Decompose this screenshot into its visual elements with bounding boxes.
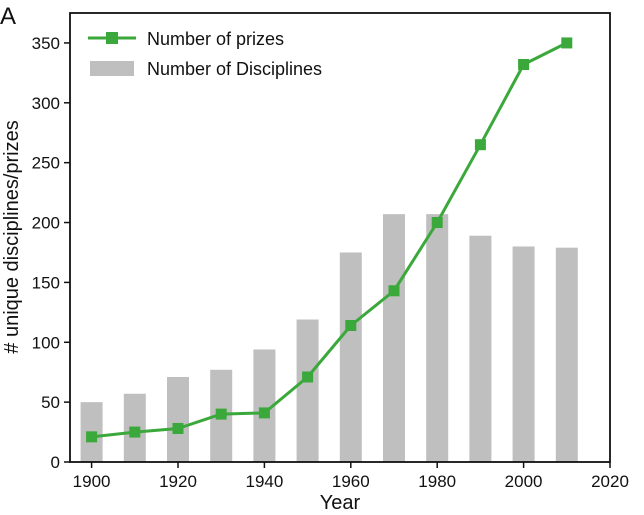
- prize-marker-2010: [561, 37, 573, 49]
- x-tick-label: 1960: [332, 472, 370, 491]
- bar-1980: [426, 214, 449, 462]
- prize-marker-1900: [86, 431, 98, 443]
- bar-1990: [469, 235, 492, 462]
- legend-bar-swatch: [90, 61, 134, 76]
- legend-label-number-of-disciplines: Number of Disciplines: [147, 59, 322, 79]
- y-tick-label: 150: [32, 273, 60, 292]
- axis-ticks: 1900 1920 1940 1960 1980 2000 2020 0 50 100 150 200…: [32, 34, 629, 491]
- legend: Number of prizes Number of Disciplines: [88, 29, 322, 79]
- x-tick-label: 1980: [418, 472, 456, 491]
- prize-marker-1930: [215, 408, 227, 420]
- prize-marker-1940: [258, 407, 270, 419]
- panel-label: A: [0, 3, 16, 30]
- bar-2000: [512, 246, 535, 462]
- prize-marker-1950: [302, 371, 314, 383]
- x-tick-label: 2000: [505, 472, 543, 491]
- legend-label-number-of-prizes: Number of prizes: [147, 29, 284, 49]
- prize-marker-1990: [474, 139, 486, 151]
- bar-1940: [253, 349, 276, 462]
- x-tick-label: 1920: [159, 472, 197, 491]
- legend-marker-swatch: [106, 32, 118, 44]
- bar-1960: [339, 252, 362, 462]
- x-axis-title: Year: [320, 492, 361, 514]
- x-tick-label: 1940: [245, 472, 283, 491]
- bar-1950: [296, 319, 319, 462]
- plot-frame: [69, 12, 611, 463]
- y-tick-label: 350: [32, 34, 60, 53]
- x-tick-label: 2020: [591, 472, 629, 491]
- bar-1970: [383, 214, 405, 462]
- bar-2010: [555, 247, 578, 462]
- x-tick-label: 1900: [73, 472, 111, 491]
- y-tick-label: 0: [51, 453, 60, 472]
- y-tick-label: 200: [32, 214, 60, 233]
- prize-marker-1960: [345, 320, 357, 332]
- prize-marker-1920: [172, 422, 184, 434]
- y-tick-label: 250: [32, 154, 60, 173]
- y-axis-title: # unique disciplines/prizes: [1, 120, 23, 353]
- y-tick-label: 300: [32, 94, 60, 113]
- line-layer: [86, 37, 573, 443]
- prize-marker-1910: [129, 426, 141, 438]
- bar-1920: [167, 376, 189, 462]
- prize-marker-1980: [431, 217, 443, 229]
- prize-marker-2000: [518, 58, 530, 70]
- y-tick-label: 100: [32, 333, 60, 352]
- bars-layer: [80, 214, 578, 462]
- y-tick-label: 50: [41, 393, 60, 412]
- prize-marker-1970: [388, 285, 400, 297]
- prizes-line: [91, 41, 568, 439]
